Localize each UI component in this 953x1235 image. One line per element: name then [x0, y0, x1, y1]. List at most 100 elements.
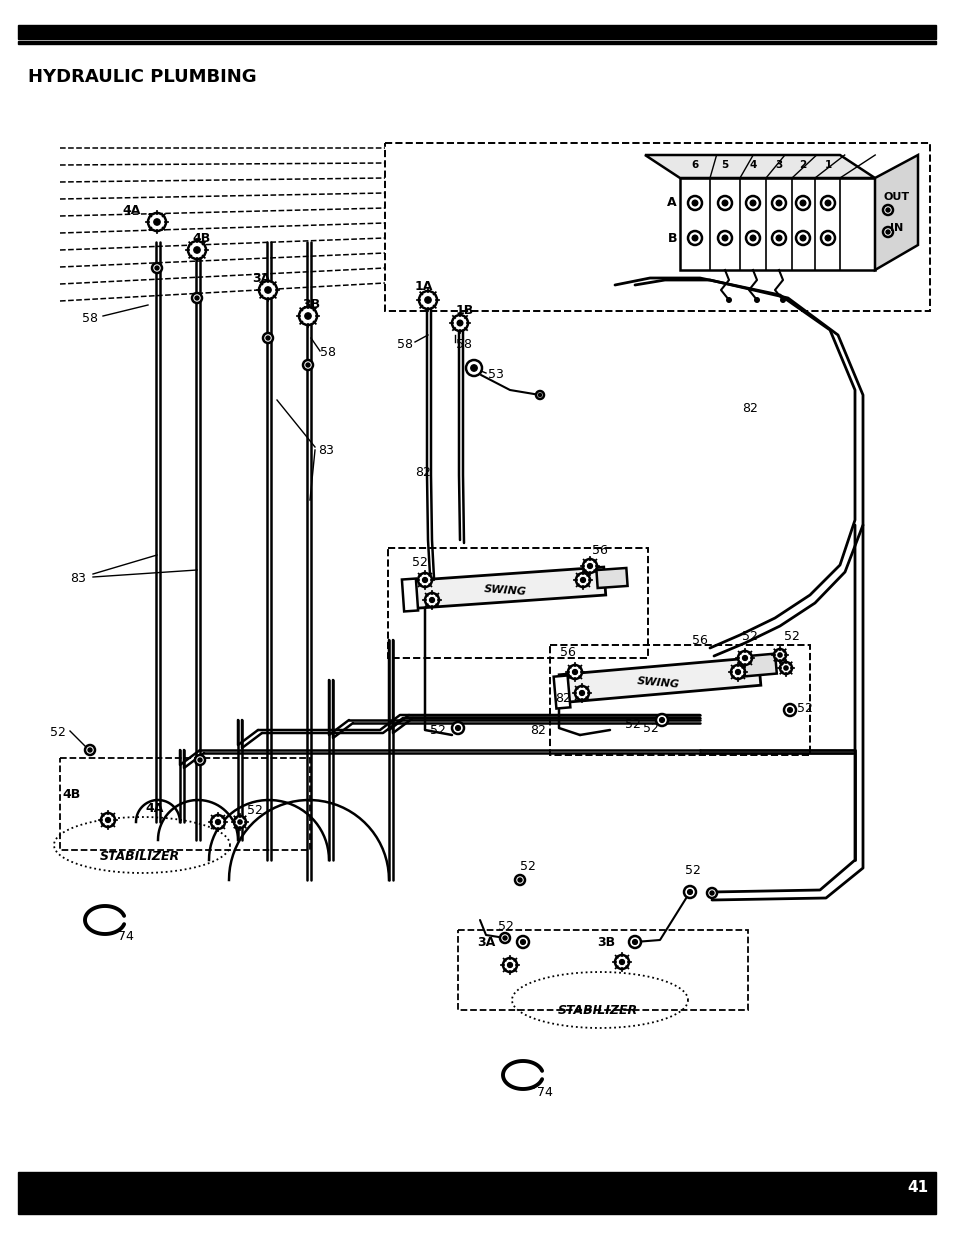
Circle shape [424, 593, 438, 606]
Circle shape [725, 296, 731, 303]
Text: 52: 52 [624, 718, 640, 730]
Text: 52: 52 [684, 863, 700, 877]
Circle shape [198, 758, 202, 762]
Text: 3B: 3B [302, 298, 320, 310]
Circle shape [628, 936, 640, 948]
Circle shape [266, 336, 270, 340]
Circle shape [749, 200, 755, 206]
Circle shape [582, 559, 597, 573]
Circle shape [692, 235, 697, 241]
Text: 3: 3 [775, 161, 781, 170]
Circle shape [305, 312, 311, 319]
Text: 5: 5 [720, 161, 728, 170]
Circle shape [233, 816, 246, 827]
Text: 82: 82 [555, 692, 570, 704]
Circle shape [721, 200, 727, 206]
Text: 52: 52 [430, 724, 445, 736]
Polygon shape [596, 568, 627, 588]
Circle shape [773, 650, 785, 661]
Circle shape [502, 958, 517, 972]
Circle shape [237, 820, 242, 824]
Text: 4A: 4A [145, 802, 163, 815]
Text: 52: 52 [783, 630, 799, 642]
Circle shape [520, 940, 525, 945]
Circle shape [745, 231, 760, 245]
Circle shape [572, 669, 577, 674]
Circle shape [795, 231, 809, 245]
Bar [457, 930, 747, 1010]
Text: 52: 52 [642, 721, 659, 735]
Text: 82: 82 [741, 401, 757, 415]
Polygon shape [742, 653, 776, 677]
Bar [550, 645, 809, 755]
Text: 6: 6 [691, 161, 698, 170]
Text: 52: 52 [796, 701, 812, 715]
Text: A: A [667, 196, 677, 210]
Circle shape [424, 296, 431, 303]
Circle shape [429, 598, 434, 603]
Circle shape [507, 962, 512, 967]
Circle shape [502, 936, 506, 940]
Text: 52: 52 [497, 920, 514, 934]
Circle shape [211, 815, 225, 829]
Text: 52: 52 [519, 861, 536, 873]
Circle shape [687, 196, 701, 210]
Circle shape [306, 363, 310, 367]
Circle shape [795, 196, 809, 210]
Circle shape [194, 755, 205, 764]
Circle shape [718, 231, 731, 245]
Circle shape [536, 391, 543, 399]
Circle shape [656, 714, 667, 726]
Text: B: B [667, 231, 677, 245]
Circle shape [776, 200, 781, 206]
Circle shape [618, 960, 624, 965]
Text: 58: 58 [456, 338, 472, 352]
Text: 3A: 3A [252, 272, 270, 284]
Circle shape [741, 656, 746, 661]
Polygon shape [644, 156, 874, 178]
Circle shape [824, 235, 830, 241]
Circle shape [780, 662, 791, 674]
Circle shape [783, 666, 787, 671]
Polygon shape [404, 567, 605, 609]
Circle shape [517, 936, 529, 948]
Text: HYDRAULIC PLUMBING: HYDRAULIC PLUMBING [28, 68, 256, 86]
Circle shape [152, 263, 162, 273]
Circle shape [777, 653, 781, 657]
Text: 74: 74 [118, 930, 133, 944]
Circle shape [659, 718, 663, 722]
Text: 74: 74 [537, 1086, 553, 1098]
Circle shape [787, 708, 792, 713]
Circle shape [452, 315, 468, 331]
Circle shape [824, 200, 830, 206]
Text: 3B: 3B [597, 935, 615, 948]
Text: 52: 52 [247, 804, 263, 816]
Text: 58: 58 [82, 311, 98, 325]
Text: 3A: 3A [476, 935, 495, 948]
Text: SWING: SWING [483, 583, 526, 597]
Polygon shape [558, 657, 760, 703]
Circle shape [193, 247, 200, 253]
Text: 83: 83 [70, 572, 86, 584]
Bar [18, 41, 935, 44]
Text: 41: 41 [906, 1179, 927, 1195]
Text: 56: 56 [592, 545, 607, 557]
Circle shape [615, 955, 628, 969]
Text: 2: 2 [799, 161, 806, 170]
Text: 1B: 1B [456, 304, 474, 316]
Circle shape [709, 890, 713, 895]
Text: 4B: 4B [192, 231, 210, 245]
Text: 52: 52 [50, 726, 66, 740]
Circle shape [154, 266, 159, 270]
Circle shape [580, 578, 585, 583]
Polygon shape [553, 676, 570, 709]
Circle shape [885, 230, 889, 233]
Circle shape [576, 573, 589, 587]
Circle shape [106, 818, 111, 823]
Circle shape [85, 745, 95, 755]
Circle shape [215, 820, 220, 825]
Circle shape [575, 685, 588, 700]
Circle shape [192, 293, 202, 303]
Circle shape [537, 394, 541, 396]
Circle shape [749, 235, 755, 241]
